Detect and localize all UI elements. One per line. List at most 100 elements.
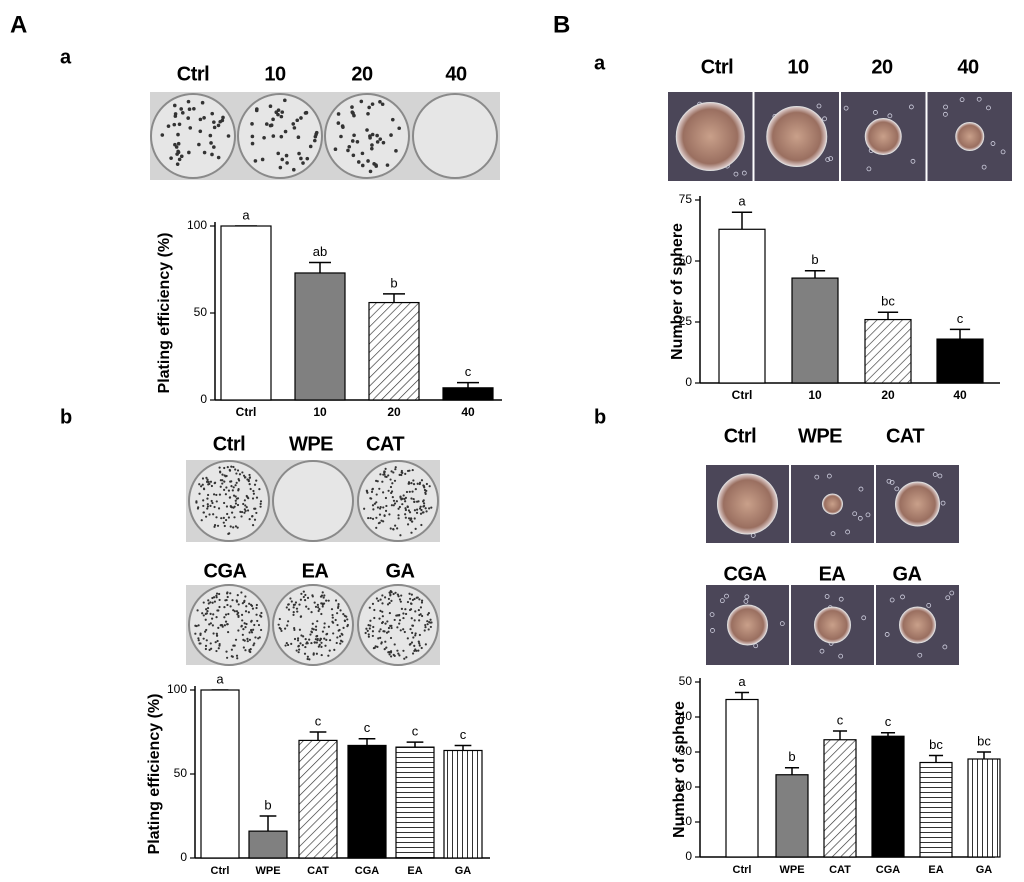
colony — [372, 162, 376, 166]
colony — [252, 492, 255, 495]
colony — [428, 507, 431, 510]
colony — [245, 605, 248, 608]
colony — [339, 642, 342, 645]
colony — [315, 652, 318, 655]
colony — [179, 154, 184, 159]
cell — [886, 478, 892, 484]
image-label: 40 — [445, 63, 467, 85]
colony — [418, 642, 421, 645]
colony — [250, 141, 255, 146]
colony — [424, 626, 427, 629]
colony — [219, 624, 222, 627]
colony — [304, 593, 307, 597]
colony — [223, 616, 226, 619]
colony — [403, 497, 406, 501]
colony — [311, 627, 314, 630]
colony — [428, 620, 431, 624]
photo — [668, 92, 1012, 181]
colony — [197, 142, 201, 147]
colony — [396, 527, 399, 530]
colony — [279, 627, 282, 631]
colony — [420, 479, 424, 482]
colony — [248, 602, 251, 605]
colony — [411, 598, 415, 602]
colony — [404, 608, 407, 611]
colony — [390, 626, 393, 630]
colony — [302, 635, 305, 638]
colony — [388, 611, 391, 615]
significance-label: a — [242, 207, 250, 222]
colony — [393, 643, 396, 646]
colony — [383, 471, 386, 474]
colony — [305, 642, 308, 645]
colony — [356, 160, 361, 164]
colony — [199, 632, 202, 635]
colony — [216, 123, 221, 128]
colony — [321, 591, 324, 594]
colony — [294, 601, 298, 604]
colony — [338, 635, 342, 638]
colony — [370, 132, 375, 137]
x-tick-label: EA — [407, 865, 422, 877]
colony — [418, 507, 422, 510]
colony — [423, 504, 426, 508]
colony — [237, 489, 240, 492]
colony — [372, 625, 375, 629]
colony — [236, 503, 240, 507]
colony — [256, 619, 259, 623]
colony — [293, 628, 296, 632]
colony — [410, 517, 413, 521]
colony — [296, 637, 300, 640]
image-label: WPE — [289, 433, 333, 455]
colony — [210, 484, 213, 488]
colony — [408, 469, 411, 472]
colony — [259, 502, 262, 505]
significance-label: c — [364, 720, 371, 735]
colony — [301, 644, 304, 647]
colony — [232, 609, 235, 612]
y-tick-label: 50 — [679, 253, 693, 267]
y-tick-label: 100 — [167, 682, 187, 696]
colony — [412, 483, 416, 486]
colony — [320, 602, 323, 605]
colony — [304, 638, 307, 641]
colony — [408, 490, 411, 493]
colony — [384, 622, 387, 625]
colony — [371, 630, 375, 633]
colony — [172, 122, 177, 127]
colony — [389, 636, 393, 640]
bar — [718, 228, 766, 384]
colony — [293, 637, 297, 641]
colony — [371, 504, 375, 507]
colony — [209, 642, 212, 645]
colony — [209, 504, 212, 507]
colony — [227, 489, 231, 492]
colony — [415, 511, 419, 515]
colony — [300, 634, 303, 637]
colony — [252, 628, 255, 631]
significance-label: c — [465, 364, 472, 379]
colony — [317, 645, 320, 648]
colony — [226, 591, 229, 594]
colony — [386, 620, 389, 623]
colony — [246, 640, 249, 643]
colony — [346, 618, 349, 621]
colony — [352, 113, 356, 118]
colony — [218, 466, 221, 469]
colony — [201, 612, 204, 615]
colony — [253, 518, 257, 521]
colony — [220, 517, 223, 520]
cell — [976, 96, 982, 102]
cell — [710, 628, 715, 633]
cell — [825, 157, 831, 163]
colony — [376, 645, 379, 648]
colony — [225, 474, 228, 478]
bar — [298, 739, 338, 859]
colony — [424, 507, 427, 510]
colony — [339, 609, 342, 612]
colony — [238, 473, 242, 476]
colony — [375, 526, 378, 529]
colony — [312, 138, 317, 143]
colony — [428, 485, 431, 488]
colony — [206, 610, 209, 613]
